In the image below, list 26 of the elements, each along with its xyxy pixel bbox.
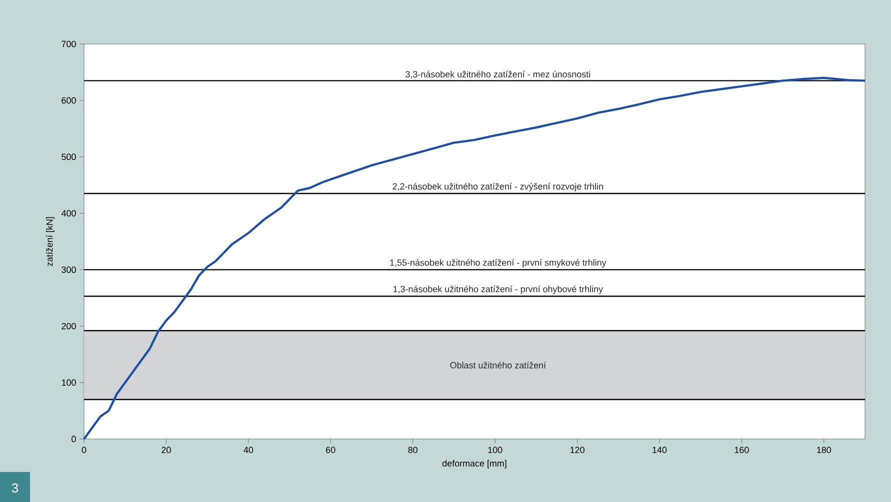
x-tick-label: 80	[408, 446, 418, 454]
x-tick-label: 140	[652, 446, 667, 454]
x-axis-title: deformace [mm]	[442, 460, 506, 468]
ref-line-label: 3,3-násobek užitného zatížení - mez únosnosti	[406, 70, 590, 78]
ref-line-label: 2,2-násobek užitného zatížení - zvýšení rozvoje trhlin	[392, 182, 603, 192]
y-tick-label: 300	[62, 266, 76, 273]
y-tick-label: 500	[62, 154, 76, 160]
x-tick-label: 0	[82, 446, 86, 454]
ref-line-label: 1,3-násobek užitného zatížení - první ohybové trhliny	[393, 286, 604, 294]
y-tick-label: 0	[72, 436, 76, 442]
y-tick-label: 600	[62, 97, 76, 104]
y-tick-label: 100	[62, 379, 76, 386]
x-tick-label: 20	[162, 446, 171, 454]
text: 3	[12, 483, 18, 493]
y-tick-label: 700	[62, 40, 76, 48]
x-tick-label: 40	[244, 446, 254, 454]
x-tick-label: 120	[570, 446, 584, 454]
y-axis-title: zatížení [kN]	[46, 217, 54, 266]
x-tick-label: 180	[817, 446, 832, 454]
x-tick-label: 60	[326, 446, 336, 454]
x-tick-label: 160	[734, 446, 749, 454]
ref-line-label: 1,55-násobek užitného zatížení - první smykové trhliny	[390, 259, 606, 268]
y-tick-label: 400	[61, 210, 76, 216]
y-tick-label: 200	[62, 322, 76, 330]
band-label: Oblast užitného zatížení	[450, 362, 546, 368]
x-tick-label: 100	[488, 446, 502, 454]
